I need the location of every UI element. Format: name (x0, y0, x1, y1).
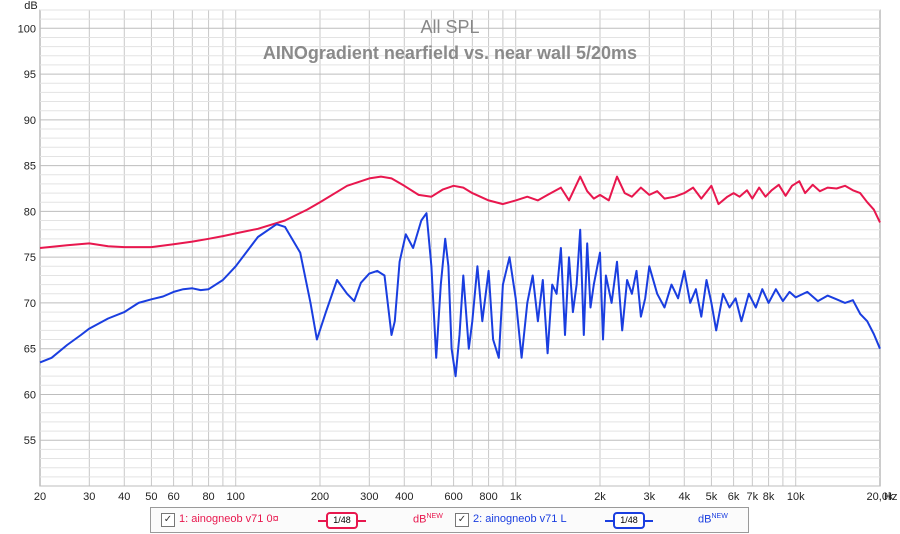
y-tick-label: 60 (24, 389, 36, 401)
series-1-label: 1: ainogneob v71 0¤ (179, 513, 279, 525)
y-tick-label: 65 (24, 344, 36, 356)
y-tick-label: 55 (24, 435, 36, 447)
series-1-checkbox[interactable]: ✓ (161, 513, 175, 527)
y-tick-label: 100 (18, 23, 36, 35)
series-2-unit: dBNEW (698, 513, 728, 526)
x-tick-label: 40 (118, 491, 130, 503)
y-tick-label: 95 (24, 69, 36, 81)
x-tick-label: 1k (510, 491, 522, 503)
spl-chart: 55 60 65 70 75 80 85 90 95 100 20 30 40 50 60 80 100 200… (18, 0, 898, 503)
series-lines (39, 175, 881, 378)
series-1-line-sample-end (358, 520, 366, 522)
y-tick-label: 85 (24, 161, 36, 173)
legend: ✓ 1: ainogneob v71 0¤ 1/48 dBNEW ✓ 2: ai… (150, 507, 749, 533)
x-tick-label: 10k (787, 491, 805, 503)
y-tick-label: 90 (24, 115, 36, 127)
x-tick-label: 8k (763, 491, 775, 503)
x-tick-label: 6k (728, 491, 740, 503)
series-1-smoothing-button[interactable]: 1/48 (326, 512, 358, 529)
x-tick-label: 4k (678, 491, 690, 503)
series-2-smoothing-button[interactable]: 1/48 (613, 512, 645, 529)
y-tick-label: 70 (24, 298, 36, 310)
x-tick-label: 3k (643, 491, 655, 503)
y-axis-label: dB (24, 0, 37, 12)
series-line-1 (39, 175, 881, 249)
series-1-unit: dBNEW (413, 513, 443, 526)
x-tick-label: 300 (360, 491, 378, 503)
x-tick-label: 80 (202, 491, 214, 503)
series-line-2 (39, 212, 881, 378)
x-tick-label: 50 (145, 491, 157, 503)
series-2-line-sample-end (645, 520, 653, 522)
x-tick-labels: 20 30 40 50 60 80 100 200 300 400 600 800 1k 2k 3k 4k 5k… (34, 491, 894, 503)
y-tick-label: 75 (24, 252, 36, 264)
series-1-unit-text: dB (413, 513, 427, 526)
x-tick-label: 400 (395, 491, 413, 503)
series-2-unit-sup: NEW (711, 513, 728, 520)
x-tick-label: 30 (83, 491, 95, 503)
x-axis-unit: Hz (884, 491, 897, 503)
series-2-line-sample (605, 520, 613, 522)
x-tick-label: 600 (444, 491, 462, 503)
x-tick-label: 2k (594, 491, 606, 503)
y-tick-label: 80 (24, 206, 36, 218)
series-2-checkbox[interactable]: ✓ (455, 513, 469, 527)
x-tick-label: 100 (227, 491, 245, 503)
chart-title: All SPL (420, 17, 479, 37)
x-tick-label: 60 (167, 491, 179, 503)
x-tick-label: 200 (311, 491, 329, 503)
series-2-label: 2: ainogneob v71 L (473, 513, 567, 525)
y-tick-labels: 55 60 65 70 75 80 85 90 95 100 (18, 23, 36, 447)
x-tick-label: 20 (34, 491, 46, 503)
series-1-line-sample (318, 520, 326, 522)
x-tick-label: 800 (479, 491, 497, 503)
chart-subtitle: AINOgradient nearfield vs. near wall 5/2… (263, 43, 637, 63)
series-2-unit-text: dB (698, 513, 712, 526)
x-tick-label: 5k (706, 491, 718, 503)
series-1-unit-sup: NEW (426, 513, 443, 520)
x-tick-label: 7k (747, 491, 759, 503)
x-tick-label: 20,0k (867, 491, 894, 503)
